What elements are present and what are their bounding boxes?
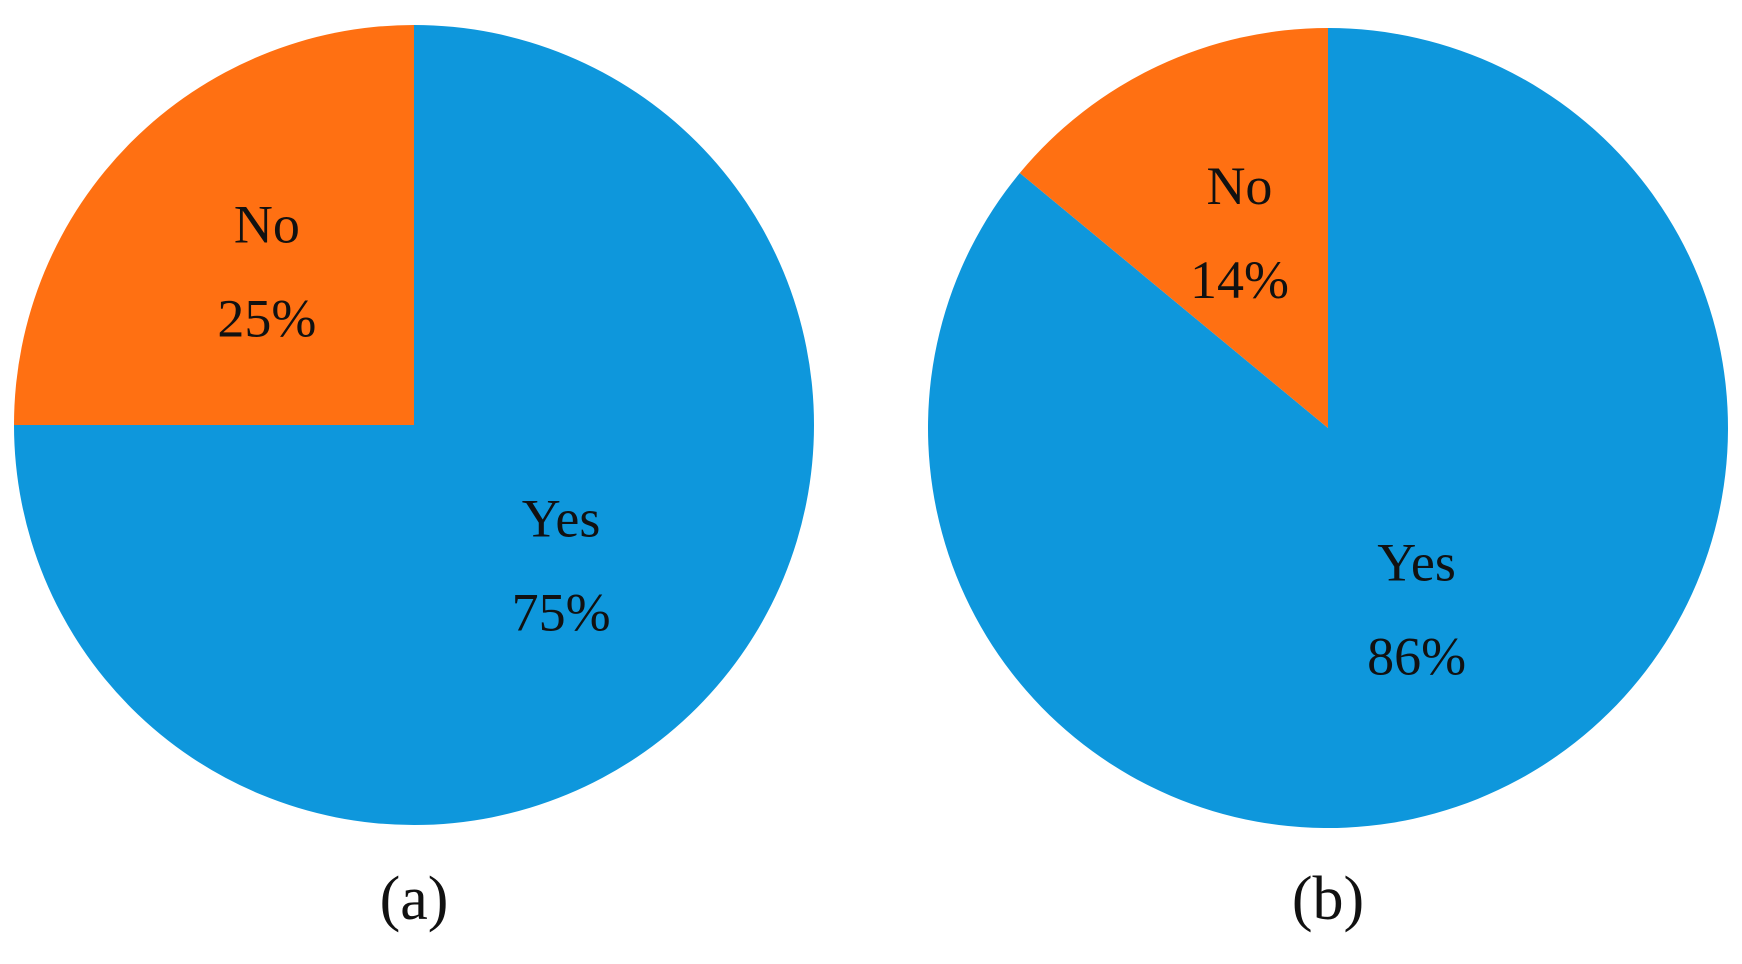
pie-slice: [1019, 28, 1328, 428]
slice-value-label: 86%: [1367, 627, 1466, 687]
slice-category: No: [234, 194, 300, 254]
slice-value-label: 14%: [1190, 250, 1289, 310]
pie-slice: [14, 25, 414, 425]
slice-category: No: [1206, 156, 1272, 216]
slice-value-label: 75%: [512, 582, 611, 642]
panel-label: (b): [1292, 865, 1364, 933]
slice-category: Yes: [1377, 533, 1456, 593]
slice-value-label: 25%: [217, 288, 316, 348]
panel-label: (a): [380, 865, 449, 933]
pie-chart: Yes 75% No 25% (a): [14, 25, 814, 933]
slice-category: Yes: [522, 488, 601, 548]
pie-slice: [927, 28, 1728, 829]
pie-chart: Yes 86% No 14% (b): [927, 28, 1728, 933]
